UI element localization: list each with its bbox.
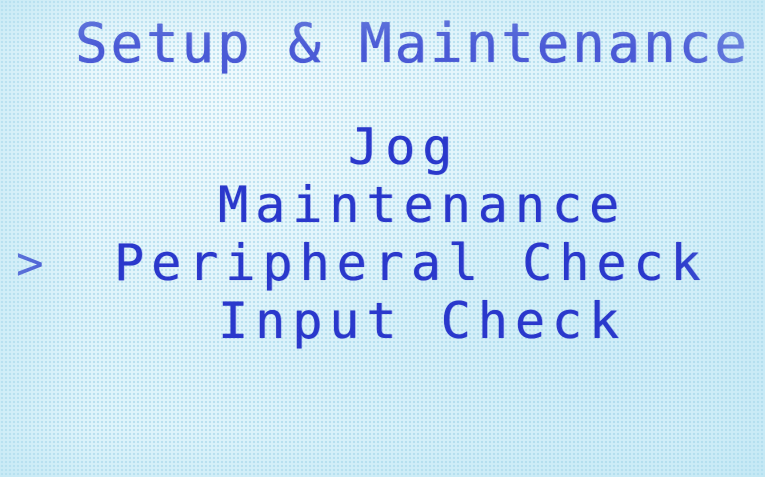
screen-title: Setup & Maintenance [75, 12, 750, 75]
menu-item-label: Peripheral Check [114, 234, 708, 292]
menu-item-label: Maintenance [218, 176, 627, 234]
menu-item-maintenance[interactable]: Maintenance [0, 176, 765, 234]
menu-item-label: Input Check [218, 292, 627, 350]
menu-list: Jog Maintenance > Peripheral Check Input… [0, 118, 765, 350]
menu-item-input-check[interactable]: Input Check [0, 292, 765, 350]
menu-item-jog[interactable]: Jog [0, 118, 765, 176]
selection-cursor-icon: > [16, 236, 44, 290]
menu-item-label: Jog [348, 118, 460, 176]
menu-item-peripheral-check[interactable]: > Peripheral Check [0, 234, 765, 292]
